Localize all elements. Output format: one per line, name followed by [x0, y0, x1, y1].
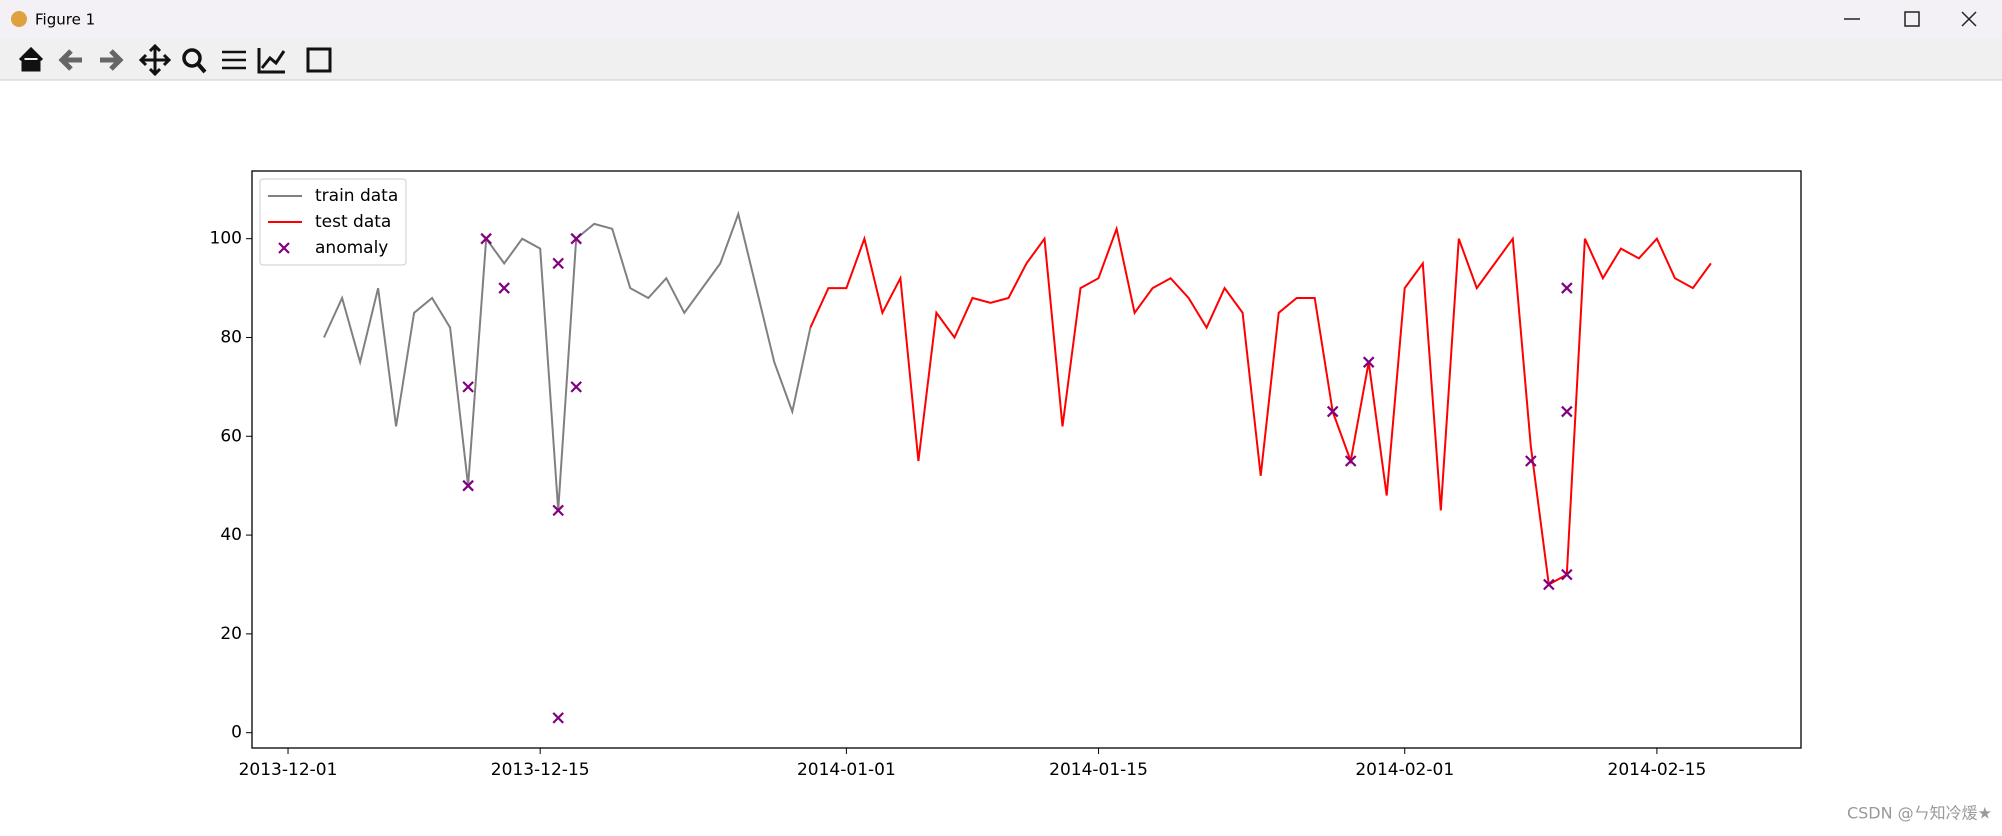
plot-area	[251, 170, 1802, 749]
anomaly-marker	[1561, 405, 1573, 418]
anomaly-marker	[462, 381, 474, 393]
back-button[interactable]	[58, 49, 82, 71]
anomaly-marker	[1561, 282, 1573, 294]
anomaly-marker	[462, 479, 474, 492]
x-tick-label: 2014-01-15	[1049, 760, 1148, 780]
watermark: CSDN @ㄣ知冷煖★	[1847, 804, 1992, 823]
y-tick-label: 20	[220, 624, 242, 644]
anomaly-marker	[498, 282, 510, 294]
legend-label: test data	[315, 212, 391, 232]
save-button[interactable]	[306, 47, 332, 73]
anomaly-marker	[570, 381, 582, 393]
anomaly-marker	[480, 232, 492, 245]
anomaly-marker	[1326, 405, 1339, 418]
legend-box	[259, 178, 407, 266]
anomaly-marker	[1561, 568, 1573, 581]
y-tick-label: 80	[220, 327, 242, 347]
edit-axis-button[interactable]	[257, 48, 286, 74]
y-tick-label: 0	[231, 723, 242, 743]
x-tick-label: 2013-12-15	[491, 760, 590, 780]
y-tick-label: 100	[210, 229, 242, 249]
anomaly-marker	[1362, 356, 1375, 368]
legend-label: train data	[315, 186, 398, 206]
app-icon	[11, 11, 27, 27]
anomaly-marker	[1543, 578, 1555, 591]
data-line	[809, 225, 1712, 587]
anomaly-marker	[552, 504, 564, 517]
configure-button[interactable]	[222, 50, 246, 70]
anomaly-marker	[1525, 455, 1537, 467]
window-title: Figure 1	[35, 11, 95, 29]
title-bar	[0, 0, 2002, 38]
maximize-button[interactable]	[1904, 11, 1920, 27]
legend-label: anomaly	[315, 238, 388, 258]
anomaly-marker	[552, 257, 564, 270]
anomaly-marker	[570, 232, 582, 245]
home-button[interactable]	[18, 46, 44, 72]
legend-marker	[278, 242, 290, 254]
toolbar	[0, 38, 2002, 80]
y-tick-label: 60	[220, 426, 242, 446]
pan-button[interactable]	[138, 43, 172, 77]
data-line	[323, 210, 812, 511]
x-tick-label: 2014-02-15	[1608, 760, 1707, 780]
close-button[interactable]	[1961, 11, 1977, 27]
y-tick-label: 40	[220, 525, 242, 545]
forward-button[interactable]	[100, 49, 124, 71]
anomaly-marker	[552, 712, 564, 724]
zoom-button[interactable]	[182, 48, 207, 74]
x-tick-label: 2014-02-01	[1355, 760, 1454, 780]
x-tick-label: 2014-01-01	[797, 760, 896, 780]
x-tick-label: 2013-12-01	[239, 760, 338, 780]
anomaly-marker	[1344, 455, 1357, 467]
